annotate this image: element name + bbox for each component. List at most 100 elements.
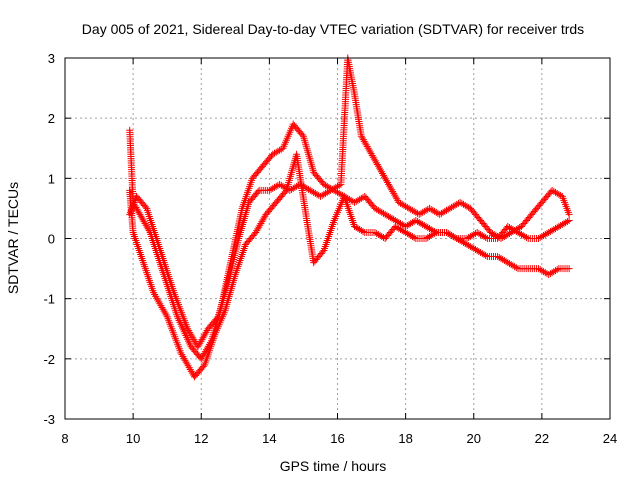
y-tick-label: 3 bbox=[48, 51, 55, 66]
data-marker bbox=[198, 336, 206, 344]
data-marker bbox=[410, 233, 418, 241]
data-point bbox=[565, 265, 573, 273]
y-tick-label: 1 bbox=[48, 171, 55, 186]
data-marker bbox=[255, 223, 263, 231]
data-marker bbox=[185, 327, 193, 335]
x-axis-label: GPS time / hours bbox=[280, 458, 387, 474]
data-marker bbox=[253, 227, 261, 235]
data-marker bbox=[140, 218, 148, 226]
data-marker bbox=[366, 148, 374, 156]
data-marker bbox=[259, 216, 267, 224]
data-marker bbox=[254, 188, 262, 196]
data-marker bbox=[387, 184, 395, 192]
data-marker bbox=[389, 188, 397, 196]
data-marker bbox=[363, 143, 371, 151]
data-marker bbox=[359, 193, 367, 201]
data-marker bbox=[371, 157, 379, 165]
data-marker bbox=[367, 150, 375, 158]
data-marker bbox=[319, 248, 327, 256]
series-track-3 bbox=[126, 150, 573, 381]
series-track-2 bbox=[126, 54, 573, 351]
y-tick-label: 0 bbox=[48, 232, 55, 247]
data-marker bbox=[139, 216, 147, 224]
y-tick-label: 2 bbox=[48, 111, 55, 126]
data-marker bbox=[197, 337, 205, 345]
data-marker bbox=[391, 191, 399, 199]
data-marker bbox=[365, 146, 373, 154]
y-tick-label: -2 bbox=[43, 352, 55, 367]
data-marker bbox=[375, 164, 383, 172]
data-marker bbox=[256, 221, 264, 229]
data-marker bbox=[335, 181, 343, 189]
data-marker bbox=[201, 330, 209, 338]
data-marker bbox=[376, 166, 384, 174]
data-marker bbox=[195, 341, 203, 349]
data-marker bbox=[359, 227, 367, 235]
data-marker bbox=[553, 266, 561, 274]
data-point bbox=[184, 325, 192, 333]
data-point bbox=[565, 216, 573, 224]
x-tick-label: 24 bbox=[603, 431, 617, 446]
data-marker bbox=[138, 214, 146, 222]
data-marker bbox=[379, 171, 387, 179]
data-marker bbox=[386, 182, 394, 190]
data-marker bbox=[384, 179, 392, 187]
x-tick-label: 8 bbox=[61, 431, 68, 446]
data-marker bbox=[141, 219, 149, 227]
data-marker bbox=[431, 229, 439, 237]
x-tick-label: 22 bbox=[535, 431, 549, 446]
data-point bbox=[194, 343, 202, 351]
data-marker bbox=[373, 160, 381, 168]
data-marker bbox=[383, 177, 391, 185]
data-marker bbox=[257, 219, 265, 227]
data-marker bbox=[482, 252, 490, 260]
y-axis-label: SDTVAR / TECUs bbox=[5, 182, 21, 294]
data-marker bbox=[200, 349, 208, 357]
data-marker bbox=[298, 131, 306, 139]
data-marker bbox=[547, 188, 555, 196]
data-series bbox=[126, 54, 573, 381]
data-marker bbox=[512, 264, 520, 272]
plot-frame bbox=[64, 57, 611, 420]
data-marker bbox=[186, 328, 194, 336]
data-marker bbox=[142, 221, 150, 229]
data-marker bbox=[377, 168, 385, 176]
data-point bbox=[252, 228, 260, 236]
data-marker bbox=[451, 233, 459, 241]
data-marker bbox=[187, 330, 195, 338]
data-marker bbox=[202, 328, 210, 336]
data-marker bbox=[390, 224, 398, 232]
data-marker bbox=[369, 153, 377, 161]
data-marker bbox=[135, 209, 143, 217]
data-marker bbox=[381, 173, 389, 181]
data-marker bbox=[390, 189, 398, 197]
data-marker bbox=[281, 188, 289, 196]
data-marker bbox=[137, 212, 145, 220]
data-marker bbox=[258, 218, 266, 226]
data-marker bbox=[200, 332, 208, 340]
x-tick-label: 16 bbox=[330, 431, 344, 446]
data-marker bbox=[196, 339, 204, 347]
x-tick-label: 10 bbox=[126, 431, 140, 446]
data-point bbox=[136, 210, 144, 218]
data-point bbox=[385, 180, 393, 188]
data-marker bbox=[199, 334, 207, 342]
data-marker bbox=[382, 175, 390, 183]
data-marker bbox=[191, 337, 199, 345]
data-marker bbox=[188, 332, 196, 340]
data-marker bbox=[379, 233, 387, 241]
x-tick-label: 20 bbox=[467, 431, 481, 446]
chart-title: Day 005 of 2021, Sidereal Day-to-day VTE… bbox=[82, 21, 584, 37]
data-marker bbox=[393, 195, 401, 203]
data-marker bbox=[482, 233, 490, 241]
data-marker bbox=[563, 217, 571, 225]
data-marker bbox=[254, 225, 262, 233]
x-tick-label: 14 bbox=[262, 431, 276, 446]
data-point bbox=[565, 210, 573, 218]
data-marker bbox=[378, 170, 386, 178]
data-marker bbox=[368, 151, 376, 159]
data-marker bbox=[143, 223, 151, 231]
